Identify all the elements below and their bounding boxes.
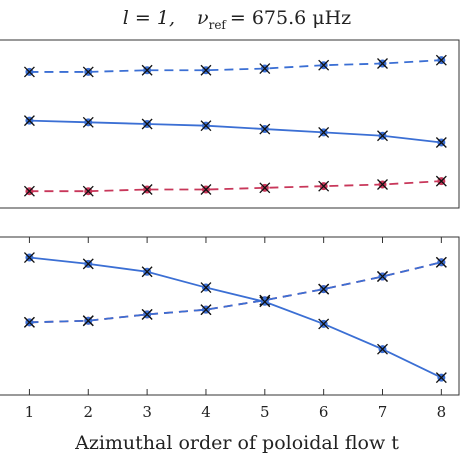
point-cross <box>23 115 35 127</box>
point-cross <box>82 185 94 197</box>
point-cross <box>435 137 447 148</box>
point-cross <box>318 318 330 330</box>
x-tick-label: 3 <box>142 403 152 421</box>
point-cross <box>23 66 35 78</box>
x-tick-label: 6 <box>319 403 329 421</box>
point-cross <box>318 59 330 71</box>
point-cross <box>318 180 330 192</box>
point-cross <box>82 315 94 327</box>
x-tick-label: 2 <box>83 403 93 421</box>
point-cross <box>377 343 388 355</box>
series-line <box>29 256 442 379</box>
point-cross <box>377 271 388 282</box>
plot-frame <box>0 39 460 209</box>
point-cross <box>259 63 271 75</box>
point-cross <box>200 184 212 195</box>
point-cross <box>141 308 153 320</box>
point-cross <box>82 116 94 128</box>
series-line <box>29 59 442 73</box>
point-cross <box>141 118 153 130</box>
point-cross <box>141 184 153 195</box>
point-cross <box>23 252 35 263</box>
x-tick-label: 4 <box>201 403 211 421</box>
point-cross <box>200 64 212 76</box>
point-cross <box>377 58 388 69</box>
x-tick-label: 1 <box>25 403 35 421</box>
point-cross <box>318 283 330 295</box>
point-cross <box>200 282 212 294</box>
series-line <box>29 261 442 324</box>
point-cross <box>82 258 94 270</box>
point-cross <box>377 130 388 142</box>
plot-frame <box>0 236 460 396</box>
chart-title: l = 1, νref = 675.6 μHz <box>123 7 351 32</box>
point-cross <box>259 296 271 308</box>
point-cross <box>435 175 447 187</box>
point-cross <box>318 126 330 138</box>
series-line <box>29 261 442 324</box>
point-cross <box>141 266 153 278</box>
x-tick-label: 5 <box>260 403 270 421</box>
point-cross <box>200 120 212 132</box>
point-cross <box>82 66 94 78</box>
point-cross <box>259 123 271 135</box>
x-axis-label: Azimuthal order of poloidal flow t <box>74 432 399 454</box>
series-line <box>29 119 442 144</box>
x-tick-label: 8 <box>437 403 447 421</box>
series-line <box>29 180 442 193</box>
point-cross <box>259 182 271 194</box>
point-cross <box>435 256 447 268</box>
point-cross <box>23 185 35 197</box>
point-cross <box>141 64 153 76</box>
point-cross <box>377 179 388 190</box>
point-cross <box>200 304 212 316</box>
point-cross <box>435 372 447 384</box>
point-cross <box>23 316 35 328</box>
x-tick-label: 7 <box>378 403 388 421</box>
point-cross <box>435 54 447 66</box>
